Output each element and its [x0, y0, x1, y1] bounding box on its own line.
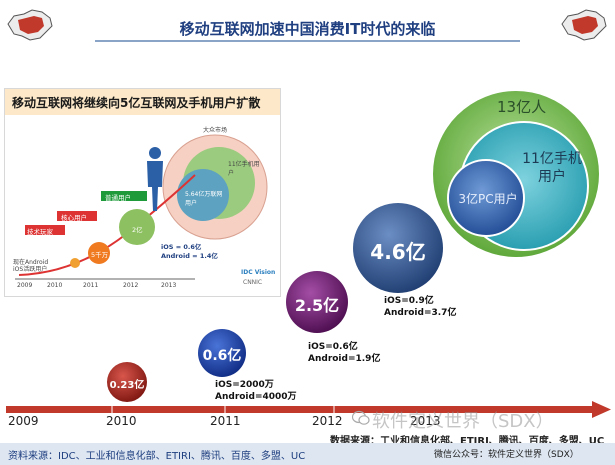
- bubble-2012-value: 2.5亿: [294, 296, 340, 315]
- inset-stat-android: Android = 1.4亿: [161, 252, 218, 260]
- bubble-2013: [353, 203, 443, 293]
- venn-middle-label-1: 11亿手机: [522, 151, 582, 167]
- inset-small-bubble-label: 5千万: [91, 251, 109, 259]
- inset-note: 现在Android: [13, 259, 49, 266]
- bubble-2012: [286, 271, 348, 333]
- inset-step: [57, 211, 97, 221]
- timeline-arrow: [6, 401, 611, 418]
- inset-year: 2010: [47, 282, 63, 289]
- inset-note: iOS活跃用户: [13, 266, 48, 273]
- bubble-2011-value: 0.6亿: [202, 348, 242, 364]
- timeline-year: 2011: [210, 414, 241, 428]
- bubble-2011: [198, 329, 246, 377]
- inset-bubble-inner-label: 5.64亿万联网用户: [185, 191, 223, 207]
- inset-logo-sub: CNNIC: [243, 279, 263, 286]
- venn-middle-label-2: 用户: [538, 169, 566, 185]
- venn-inner-label: 3亿PC用户: [458, 192, 518, 206]
- inset-logo: IDC Vision: [241, 269, 276, 276]
- inset-stat-ios: iOS = 0.6亿: [161, 243, 202, 251]
- inset-bubble-outer-label: 大众市场: [203, 127, 228, 134]
- page-title: 移动互联网加速中国消费IT时代的来临: [179, 20, 436, 38]
- person-silhouette-icon: [147, 147, 163, 211]
- inset-small-bubble-label: 2亿: [132, 226, 143, 234]
- venn-inner-circle: [447, 159, 525, 237]
- stat-ios-2013: iOS=0.9亿: [384, 296, 434, 306]
- inset-step: [25, 225, 65, 235]
- stat-android-2011: Android=4000万: [215, 392, 297, 402]
- footer-source: 资料来源：IDC、工业和信息化部、ETIRI、腾讯、百度、多盟、UC: [8, 451, 306, 462]
- inset-step-label: 技术玩家: [27, 228, 53, 236]
- venn-outer-label: 13亿人: [497, 98, 547, 116]
- inset-bubble-inner: [177, 169, 229, 221]
- bubble-2013-value: 4.6亿: [370, 240, 426, 264]
- stat-ios-2012: iOS=0.6亿: [308, 342, 358, 352]
- timeline-year: 2010: [106, 414, 137, 428]
- footer-bar: [0, 443, 615, 465]
- inset-small-bubble: [70, 258, 80, 268]
- inset-year: 2011: [83, 282, 99, 289]
- inset-diagram: [15, 134, 268, 280]
- source-note: 数据来源：工业和信息化部、ETIRI、腾讯、百度、多盟、UC: [330, 436, 605, 447]
- inset-header: [5, 89, 280, 115]
- inset-small-bubble: [88, 242, 110, 264]
- inset-step: [101, 191, 147, 201]
- stat-android-2013: Android=3.7亿: [384, 308, 457, 318]
- footer-wechat-account: 微信公众号：软件定义世界（SDX）: [434, 450, 579, 460]
- timeline-year: 2009: [8, 414, 39, 428]
- china-map-icon: [561, 9, 607, 41]
- wechat-icon: [352, 410, 370, 425]
- inset-bubble-mid-label: 11亿手机用户: [228, 161, 260, 177]
- venn-diagram: [431, 89, 601, 259]
- stat-android-2012: Android=1.9亿: [308, 354, 381, 364]
- timeline-year: 2013: [410, 414, 441, 428]
- china-map-icon: [7, 9, 53, 41]
- title-divider: [95, 40, 520, 42]
- inset-step-label: 普通用户: [105, 194, 131, 202]
- inset-year: 2013: [161, 282, 177, 289]
- bubble-2010: [107, 362, 147, 402]
- watermark: 软件定义世界（SDX）: [372, 411, 554, 432]
- timeline-year: 2012: [312, 414, 343, 428]
- bubble-2010-value: 0.23亿: [109, 380, 145, 391]
- inset-step-label: 核心用户: [61, 214, 87, 222]
- inset-small-bubble: [119, 209, 155, 245]
- stat-ios-2011: iOS=2000万: [215, 380, 274, 390]
- inset-chart: 移动互联网将继续向5亿互联网及手机用户扩散 大众市场 11亿手机用户 5.64亿…: [4, 88, 281, 297]
- inset-year: 2009: [17, 282, 33, 289]
- inset-title: 移动互联网将继续向5亿互联网及手机用户扩散: [12, 96, 261, 110]
- inset-year: 2012: [123, 282, 139, 289]
